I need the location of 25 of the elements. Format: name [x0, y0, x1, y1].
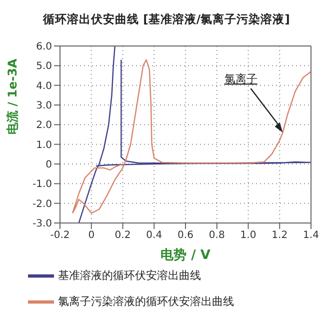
x-axis-title: 电势 / V — [160, 247, 210, 263]
legend-label: 基准溶液的循环伏安溶出曲线 — [58, 269, 201, 282]
legend-label: 氯离子污染溶液的循环伏安溶出曲线 — [58, 295, 234, 308]
y-tick-label: 3.0 — [36, 100, 52, 112]
x-tick-label: 0.4 — [146, 230, 162, 242]
y-tick-label: 2.0 — [36, 120, 52, 132]
y-tick-label: 4.0 — [36, 80, 52, 92]
x-tick-label: 0.8 — [208, 230, 225, 242]
x-tick-label: 1.0 — [240, 230, 256, 242]
x-tick-label: 1.4 — [303, 230, 319, 242]
y-tick-label: -1.0 — [32, 179, 52, 190]
y-tick-label: 5.0 — [36, 61, 52, 72]
x-tick-label: 0.2 — [114, 230, 131, 242]
x-tick-label: -0.2 — [50, 230, 70, 242]
y-tick-label: -2.0 — [32, 198, 52, 210]
y-tick-label: -3.0 — [32, 218, 52, 230]
x-tick-label: 1.2 — [272, 230, 288, 242]
annotation: 氯离子 — [224, 72, 258, 86]
chart-title: 循环溶出伏安曲线 [基准溶液/氯离子污染溶液] — [42, 12, 291, 27]
y-tick-label: 1.0 — [36, 140, 52, 151]
y-tick-label: 0 — [46, 160, 52, 171]
y-tick-label: 6.0 — [36, 42, 52, 53]
x-tick-label: 0 — [88, 230, 95, 242]
x-tick-label: 0.6 — [178, 230, 194, 242]
y-axis-title: 电流 / 1e-3A — [5, 58, 20, 134]
